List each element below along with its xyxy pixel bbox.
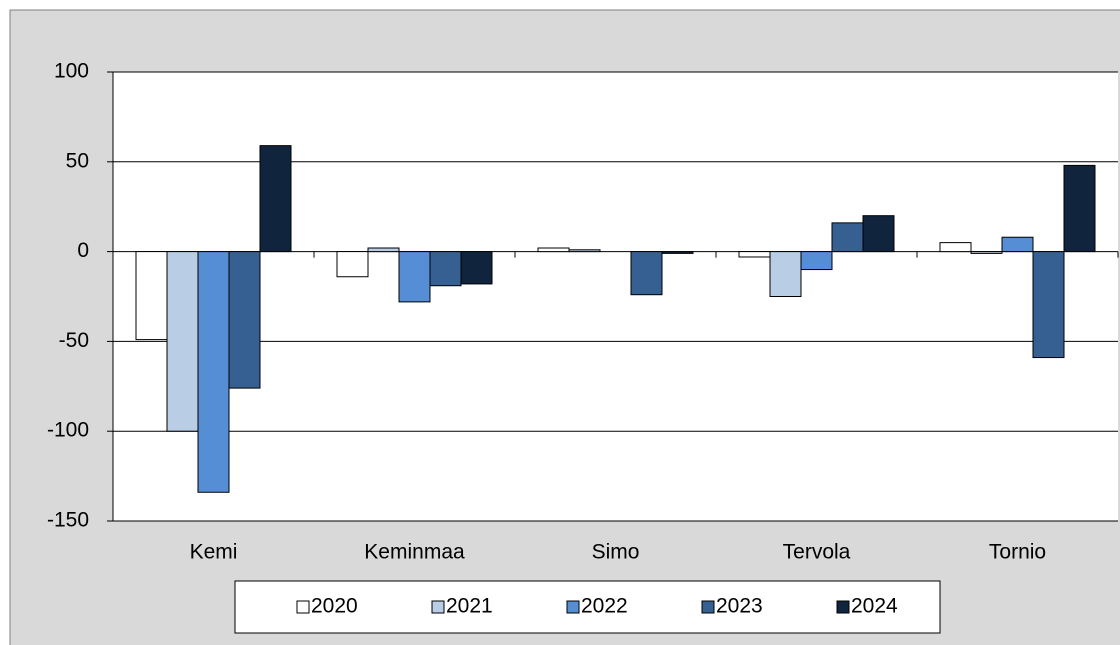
bar (135, 251, 168, 341)
bar (1001, 236, 1034, 253)
y-tick-label: -50 (59, 329, 89, 352)
legend-label: 2020 (311, 595, 358, 618)
x-tick-label: Simo (592, 541, 640, 564)
bar (537, 247, 570, 253)
legend-swatch (566, 600, 580, 614)
bar (228, 251, 261, 389)
bar (367, 247, 400, 253)
legend-label: 2023 (716, 595, 763, 618)
y-tick-label: -100 (47, 419, 89, 442)
y-tick-label: 0 (77, 239, 89, 262)
y-tick-label: 50 (66, 149, 89, 172)
bar (800, 251, 833, 271)
bar (939, 242, 972, 253)
bar (429, 251, 462, 287)
bar (769, 251, 802, 298)
legend-swatch (296, 600, 310, 614)
bar (630, 251, 663, 296)
bar (568, 249, 601, 253)
x-tick-label: Tornio (989, 541, 1046, 564)
legend-swatch (836, 600, 850, 614)
legend-label: 2021 (446, 595, 493, 618)
bar (970, 251, 1003, 254)
bar (738, 251, 771, 258)
legend-label: 2022 (581, 595, 628, 618)
bar (336, 251, 369, 278)
bar (862, 215, 895, 253)
legend-swatch (431, 600, 445, 614)
bar (398, 251, 431, 303)
legend-label: 2024 (851, 595, 898, 618)
y-tick-label: -150 (47, 509, 89, 532)
bar (831, 222, 864, 253)
bar (166, 251, 199, 432)
bar (259, 145, 292, 253)
bar (1063, 164, 1096, 253)
bar (1032, 251, 1065, 359)
x-tick-label: Tervola (783, 541, 851, 564)
x-tick-label: Keminmaa (364, 541, 465, 564)
plot-area (113, 72, 1118, 521)
bar (460, 251, 493, 285)
x-tick-label: Kemi (190, 541, 238, 564)
legend-swatch (701, 600, 715, 614)
y-tick-label: 100 (54, 60, 89, 83)
bar (197, 251, 230, 493)
bar (661, 251, 694, 254)
legend (234, 580, 941, 634)
